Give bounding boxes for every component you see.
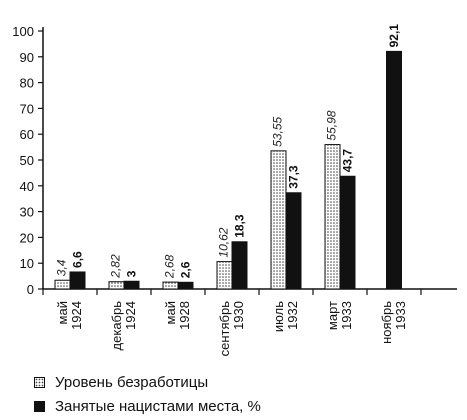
bar-nazi-seats — [123, 280, 140, 290]
x-category-label: декабрь1924 — [109, 301, 138, 351]
bar-unemployment — [162, 281, 179, 290]
y-tick-label: 100 — [12, 24, 34, 39]
legend-swatch-unemployment — [34, 376, 45, 388]
y-tick-label: 40 — [20, 179, 34, 194]
bar-unemployment — [54, 279, 71, 290]
x-category-label-line: июль — [271, 301, 286, 332]
x-category-label: май1924 — [55, 301, 84, 330]
data-label-unemployment: 2,82 — [109, 254, 123, 279]
bar-nazi-seats — [69, 271, 86, 290]
x-category-label: март1933 — [325, 301, 354, 330]
x-category-label-line: декабрь — [109, 301, 124, 351]
x-category-label-line: 1924 — [123, 301, 138, 330]
y-tick-label: 80 — [20, 76, 34, 91]
data-label-unemployment: 2,68 — [163, 254, 177, 279]
y-tick-label: 90 — [20, 50, 34, 65]
data-label-unemployment: 55,98 — [325, 110, 339, 140]
x-category-label-line: 1933 — [393, 301, 408, 330]
y-tick-label: 50 — [20, 153, 34, 168]
y-tick-label: 20 — [20, 230, 34, 245]
x-category-label: май1928 — [163, 301, 192, 330]
x-category-label-line: май — [55, 301, 70, 324]
x-category-label-line: сентябрь — [217, 301, 232, 357]
bar-nazi-seats — [177, 281, 194, 290]
x-category-label-line: март — [325, 301, 340, 330]
x-category-label-line: 1930 — [231, 301, 246, 330]
data-label-nazi-seats: 92,1 — [387, 24, 401, 48]
x-category-label-line: 1933 — [339, 301, 354, 330]
legend-item-unemployment: Уровень безработицы — [34, 372, 261, 392]
legend-label-nazi-seats: Занятые нацистами места, % — [55, 397, 261, 415]
data-label-nazi-seats: 2,6 — [179, 261, 193, 278]
x-category-label: ноябрь1933 — [379, 301, 408, 344]
x-category-label-line: 1932 — [285, 301, 300, 330]
y-tick-label: 70 — [20, 101, 34, 116]
data-label-nazi-seats: 18,3 — [233, 214, 247, 238]
data-label-nazi-seats: 3 — [125, 270, 139, 277]
legend-label-unemployment: Уровень безработицы — [55, 373, 209, 391]
data-label-unemployment: 53,55 — [271, 116, 285, 146]
data-label-nazi-seats: 6,6 — [71, 251, 85, 268]
y-tick-label: 0 — [27, 282, 34, 297]
x-category-label-line: 1924 — [69, 301, 84, 330]
bar-unemployment — [324, 144, 341, 290]
y-tick-label: 10 — [20, 256, 34, 271]
data-label-nazi-seats: 43,7 — [341, 149, 355, 173]
bar-unemployment — [270, 150, 287, 290]
legend-item-nazi-seats: Занятые нацистами места, % — [34, 396, 261, 416]
chart-legend: Уровень безработицы Занятые нацистами ме… — [34, 372, 261, 420]
bar-nazi-seats — [285, 192, 302, 290]
y-tick-label: 30 — [20, 205, 34, 220]
bar-nazi-seats — [231, 241, 248, 290]
bar-unemployment — [108, 281, 125, 290]
data-label-nazi-seats: 37,3 — [287, 165, 301, 189]
bar-unemployment — [216, 261, 233, 290]
bar-nazi-seats — [386, 50, 402, 290]
y-tick-label: 60 — [20, 127, 34, 142]
x-category-label: сентябрь1930 — [217, 301, 246, 357]
data-label-unemployment: 3,4 — [55, 259, 69, 276]
legend-swatch-nazi-seats — [34, 400, 45, 412]
x-category-label: июль1932 — [271, 301, 300, 332]
x-category-label-line: 1928 — [177, 301, 192, 330]
bar-nazi-seats — [339, 175, 356, 290]
x-category-label-line: май — [163, 301, 178, 324]
data-label-unemployment: 10,62 — [217, 227, 231, 257]
x-category-label-line: ноябрь — [379, 301, 394, 344]
